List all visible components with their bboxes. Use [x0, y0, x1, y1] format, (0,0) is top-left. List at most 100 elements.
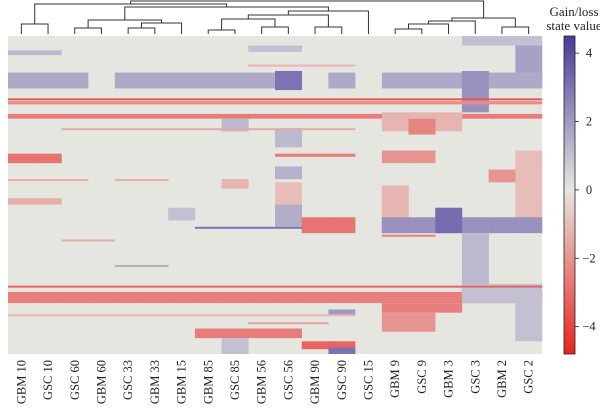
- heatmap-cell: [141, 128, 169, 131]
- heatmap-cell: [88, 285, 116, 288]
- x-axis-labels: GBM 10 GSC 10 GSC 60 GBM 60 GSC 33 GBM 33 GBM …: [14, 360, 535, 404]
- heatmap-cell: [275, 128, 302, 131]
- heatmap-cell: [515, 98, 543, 101]
- column-label: GSC 90: [335, 360, 349, 400]
- dendrogram-link: [87, 19, 163, 28]
- heatmap-cell: [328, 113, 356, 119]
- column-label: GBM 60: [94, 360, 108, 404]
- heatmap-cell: [248, 226, 276, 229]
- heatmap-cell: [381, 217, 409, 234]
- heatmap-cell: [34, 198, 62, 205]
- heatmap-cell: [8, 285, 35, 288]
- column-label: GSC 85: [228, 360, 242, 400]
- heatmap-cell: [8, 50, 35, 56]
- heatmap-cell: [301, 153, 329, 157]
- heatmap-cell: [435, 101, 463, 105]
- heatmap-cell: [221, 113, 249, 119]
- heatmap-cell: [114, 264, 142, 267]
- heatmap-cell: [141, 179, 169, 182]
- heatmap-cell: [301, 64, 329, 67]
- heatmap-cell: [221, 128, 249, 131]
- heatmap-cell: [61, 128, 89, 131]
- dendrogram-link: [314, 26, 343, 34]
- colorbar-tick-label: −2: [582, 251, 595, 265]
- heatmap-cell: [88, 128, 116, 131]
- heatmap-cell: [301, 98, 329, 101]
- heatmap-cell: [328, 72, 356, 89]
- heatmap-cell: [275, 291, 302, 304]
- heatmap-cell: [515, 72, 543, 89]
- heatmap-cell: [114, 101, 142, 105]
- heatmap-cell: [461, 233, 489, 291]
- colorbar-tick-label: 4: [586, 46, 593, 60]
- heatmap-cell: [8, 153, 35, 164]
- dendrogram-link: [428, 20, 476, 34]
- heatmap-cell: [408, 291, 436, 304]
- heatmap-cell: [275, 204, 302, 227]
- heatmap-cell: [381, 312, 409, 332]
- heatmap-cell: [8, 101, 35, 105]
- heatmap-cell: [328, 341, 356, 350]
- heatmap-cell: [275, 70, 302, 91]
- heatmap-cell: [221, 314, 249, 317]
- heatmap-cell: [435, 285, 463, 288]
- heatmap-cell: [221, 226, 249, 229]
- heatmap-cell: [168, 291, 196, 304]
- heatmap-cell: [488, 36, 516, 46]
- heatmap-cell: [248, 113, 276, 119]
- column-label: GSC 10: [41, 360, 55, 400]
- heatmap-cell: [194, 101, 222, 105]
- heatmap-cell: [328, 217, 356, 234]
- heatmap-cell: [114, 285, 142, 288]
- heatmap-cell: [301, 101, 329, 105]
- heatmap-cell: [248, 72, 276, 89]
- dendrogram-link: [124, 6, 329, 20]
- heatmap-cell: [34, 314, 62, 317]
- dendrogram: [20, 0, 530, 34]
- dendrogram-link: [207, 29, 236, 34]
- heatmap-cell: [301, 314, 329, 317]
- heatmap-cell: [194, 328, 222, 339]
- column-label: GSC 60: [68, 360, 82, 400]
- heatmap-cell: [275, 322, 302, 325]
- heatmap-cell: [194, 72, 222, 89]
- heatmap-cell: [141, 291, 169, 304]
- heatmap-cell: [114, 128, 142, 131]
- heatmap-cell: [408, 150, 436, 164]
- heatmap-cell: [248, 285, 276, 288]
- heatmap-cell: [248, 328, 276, 339]
- heatmap-cell: [381, 101, 409, 105]
- heatmap-cell: [381, 98, 409, 101]
- heatmap-cell: [194, 226, 222, 229]
- heatmap-cell: [515, 113, 543, 119]
- heatmap-cell: [221, 72, 249, 89]
- heatmap-cell: [355, 285, 383, 288]
- column-label: GSC 3: [468, 360, 482, 394]
- column-label: GBM 3: [442, 360, 456, 398]
- colorbar-tick-label: 2: [586, 114, 592, 128]
- heatmap-cell: [461, 101, 489, 105]
- heatmap-cell: [275, 64, 302, 67]
- heatmap-cell: [328, 309, 356, 316]
- column-label: GBM 90: [308, 360, 322, 404]
- column-label: GSC 33: [121, 360, 135, 400]
- heatmap-cell: [328, 291, 356, 304]
- heatmap-cell: [61, 179, 89, 182]
- heatmap-cell: [275, 128, 302, 148]
- heatmap-cell: [61, 113, 89, 119]
- heatmap-cell: [435, 303, 463, 313]
- heatmap-cell: [168, 72, 196, 89]
- heatmap-cell: [141, 98, 169, 101]
- heatmap-cell: [168, 285, 196, 288]
- heatmap-cell: [515, 285, 543, 288]
- dendrogram-link: [451, 17, 516, 27]
- heatmap-cell: [168, 98, 196, 101]
- heatmap-cell: [141, 285, 169, 288]
- heatmap-cell: [194, 291, 222, 304]
- dendrogram-link: [20, 23, 49, 34]
- heatmap-cell: [461, 98, 489, 101]
- column-label: GSC 15: [361, 360, 375, 400]
- heatmap-cell: [61, 291, 89, 304]
- heatmap-cell: [114, 291, 142, 304]
